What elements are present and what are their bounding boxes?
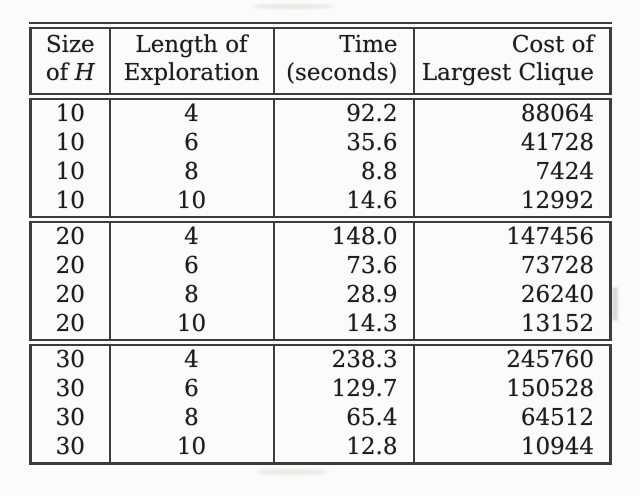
table-row: 30 10 12.8 10944 [29, 433, 612, 464]
cell-cost: 64512 [412, 404, 612, 434]
cell-size: 30 [29, 339, 111, 376]
cell-cost: 150528 [412, 375, 612, 405]
header-row: Size of H Length of Exploration Time (sec… [29, 21, 612, 101]
cell-time: 65.4 [272, 404, 415, 434]
table-row: 20 4 148.0 147456 [29, 216, 612, 253]
photocopy-smudge [612, 287, 618, 321]
cell-time: 28.9 [272, 281, 415, 311]
header-time-line2: (seconds) [286, 59, 398, 86]
cell-length: 10 [108, 187, 275, 220]
cell-time: 238.3 [272, 339, 415, 376]
header-cost-largest-clique: Cost of Largest Clique [412, 21, 612, 101]
table-row: 20 6 73.6 73728 [29, 252, 612, 282]
cell-time: 12.8 [272, 433, 415, 464]
cell-cost: 88064 [412, 96, 612, 130]
table-row: 20 10 14.3 13152 [29, 310, 612, 343]
cell-length: 6 [108, 375, 275, 405]
header-cost-line1: Cost of [511, 32, 594, 58]
header-size-line1: Size [45, 32, 95, 58]
table-row: 30 8 65.4 64512 [29, 404, 612, 434]
cell-length: 6 [108, 252, 275, 282]
cell-cost: 26240 [412, 281, 612, 311]
cell-time: 35.6 [272, 129, 415, 159]
cell-cost: 10944 [412, 433, 612, 464]
header-size-of-h: Size of H [29, 21, 111, 101]
cell-size: 30 [29, 404, 111, 434]
header-length-of-exploration: Length of Exploration [108, 21, 275, 101]
cell-size: 30 [29, 433, 111, 464]
table-row: 10 10 14.6 12992 [29, 187, 612, 220]
header-cost-line2: Largest Clique [421, 59, 594, 86]
cell-time: 14.6 [272, 187, 415, 220]
photocopy-smudge [256, 469, 328, 475]
cell-size: 30 [29, 375, 111, 405]
cell-size: 20 [29, 281, 111, 311]
cell-cost: 12992 [412, 187, 612, 220]
math-var-h: H [74, 59, 95, 86]
cell-size: 10 [29, 158, 111, 188]
cell-size: 20 [29, 310, 111, 343]
cell-size: 10 [29, 129, 111, 159]
cell-length: 8 [108, 281, 275, 311]
cell-cost: 147456 [412, 216, 612, 253]
header-size-line2: of H [45, 59, 95, 86]
cell-size: 20 [29, 252, 111, 282]
cell-time: 14.3 [272, 310, 415, 343]
table-row: 20 8 28.9 26240 [29, 281, 612, 311]
cell-cost: 41728 [412, 129, 612, 159]
cell-length: 10 [108, 433, 275, 464]
table-row: 10 4 92.2 88064 [29, 96, 612, 130]
cell-length: 4 [108, 96, 275, 130]
table-header: Size of H Length of Exploration Time (sec… [29, 21, 612, 101]
header-time-seconds: Time (seconds) [272, 21, 415, 101]
header-length-line1: Length of [135, 32, 248, 58]
cell-cost: 73728 [412, 252, 612, 282]
cell-size: 10 [29, 96, 111, 130]
cell-time: 73.6 [272, 252, 415, 282]
cell-time: 129.7 [272, 375, 415, 405]
cell-size: 10 [29, 187, 111, 220]
cell-cost: 13152 [412, 310, 612, 343]
cell-length: 8 [108, 404, 275, 434]
cell-time: 92.2 [272, 96, 415, 130]
experiment-results-table: Size of H Length of Exploration Time (sec… [29, 21, 612, 466]
cell-size: 20 [29, 216, 111, 253]
cell-cost: 7424 [412, 158, 612, 188]
cell-length: 6 [108, 129, 275, 159]
table-row: 30 4 238.3 245760 [29, 339, 612, 376]
cell-time: 8.8 [272, 158, 415, 188]
table-body: 10 4 92.2 88064 10 6 35.6 41728 10 8 8.8… [29, 96, 612, 464]
table-row: 10 8 8.8 7424 [29, 158, 612, 188]
photocopy-smudge [252, 4, 334, 9]
table-row: 30 6 129.7 150528 [29, 375, 612, 405]
cell-length: 4 [108, 216, 275, 253]
cell-length: 4 [108, 339, 275, 376]
cell-time: 148.0 [272, 216, 415, 253]
cell-cost: 245760 [412, 339, 612, 376]
header-time-line1: Time [339, 32, 398, 58]
header-length-line2: Exploration [123, 59, 260, 86]
cell-length: 8 [108, 158, 275, 188]
table-row: 10 6 35.6 41728 [29, 129, 612, 159]
cell-length: 10 [108, 310, 275, 343]
